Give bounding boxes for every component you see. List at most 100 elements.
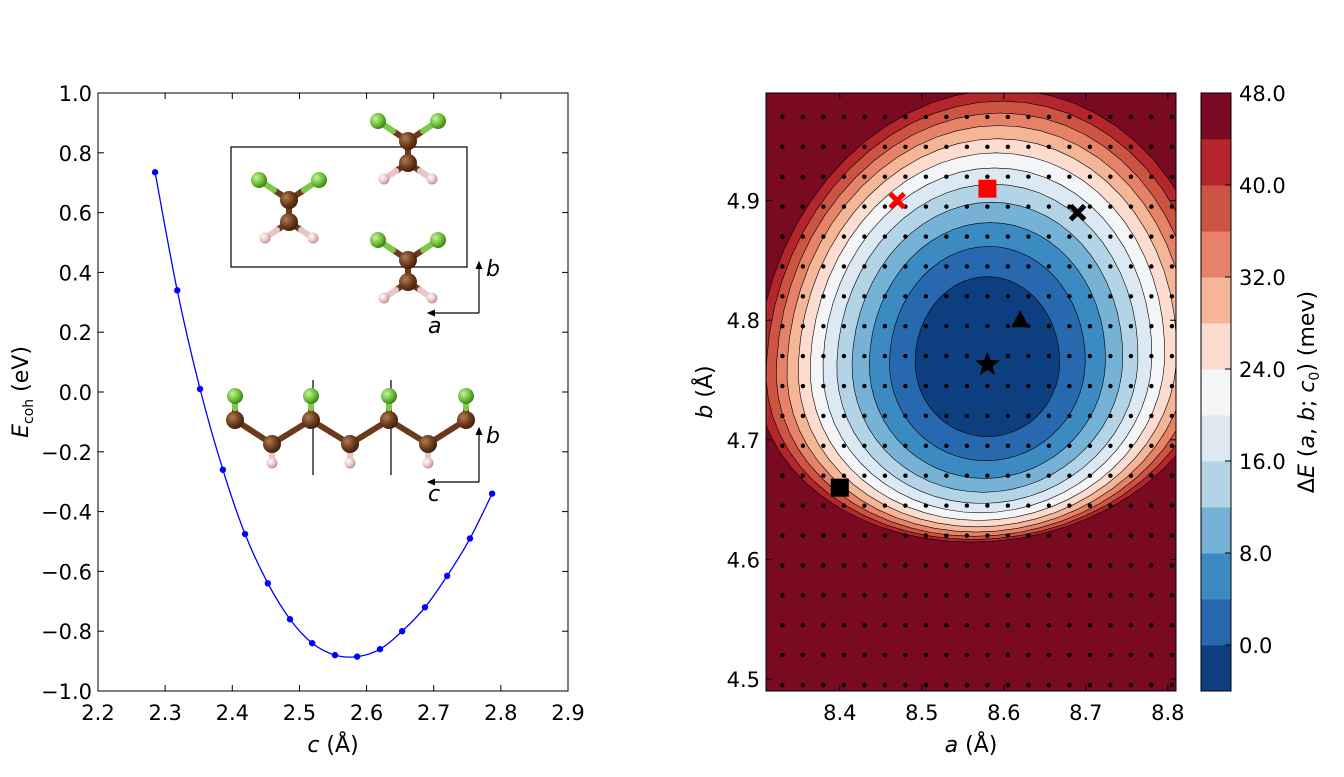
chlorine-atom (311, 172, 327, 188)
grid-point (964, 533, 970, 538)
grid-point (1128, 294, 1134, 299)
grid-point (1026, 174, 1031, 179)
grid-point (1046, 144, 1052, 150)
grid-point (1087, 294, 1093, 299)
grid-point (1046, 503, 1052, 508)
grid-point (821, 324, 826, 329)
grid-point (1169, 563, 1175, 568)
grid-point (1128, 174, 1134, 179)
grid-point (882, 174, 888, 179)
grid-point (882, 443, 888, 449)
grid-point (882, 264, 888, 269)
grid-point (800, 682, 806, 688)
grid-point (841, 503, 847, 508)
grid-point (985, 443, 990, 449)
grid-point (780, 652, 785, 658)
grid-point (1005, 114, 1011, 120)
data-point (264, 580, 272, 587)
grid-point (862, 473, 867, 478)
hydrogen-atom (426, 173, 438, 185)
grid-point (1005, 473, 1011, 478)
grid-point (1108, 563, 1113, 568)
grid-point (1087, 383, 1093, 389)
right-y-axis-label: b (Å) (691, 365, 718, 418)
grid-point (882, 563, 888, 568)
grid-point (985, 294, 990, 299)
grid-point (1087, 443, 1093, 449)
grid-point (862, 533, 867, 538)
grid-point (800, 593, 806, 598)
grid-point (1169, 593, 1175, 598)
grid-point (1026, 294, 1031, 299)
grid-point (1005, 174, 1011, 179)
grid-point (1087, 324, 1093, 329)
grid-point (985, 652, 990, 658)
grid-point (1149, 294, 1154, 299)
grid-point (882, 324, 888, 329)
data-point (466, 535, 474, 542)
colorbar-segment (1201, 645, 1231, 692)
grid-point (1026, 413, 1031, 419)
grid-point (903, 144, 908, 150)
grid-point (1128, 623, 1134, 628)
grid-point (780, 204, 785, 209)
grid-point (1067, 234, 1072, 239)
grid-point (1046, 174, 1052, 179)
grid-point (1108, 353, 1113, 359)
grid-point (1005, 682, 1011, 688)
grid-point (923, 503, 929, 508)
grid-point (923, 473, 929, 478)
colorbar-tick-label: 8.0 (1239, 542, 1272, 566)
grid-point (800, 264, 806, 269)
grid-point (944, 682, 949, 688)
grid-point (1046, 353, 1052, 359)
grid-point (1128, 204, 1134, 209)
grid-point (1149, 563, 1154, 568)
grid-point (841, 234, 847, 239)
grid-point (944, 593, 949, 598)
grid-point (862, 294, 867, 299)
grid-point (821, 353, 826, 359)
grid-point (1128, 324, 1134, 329)
grid-point (800, 174, 806, 179)
grid-point (862, 652, 867, 658)
grid-point (903, 533, 908, 538)
grid-point (1067, 413, 1072, 419)
grid-point (1046, 204, 1052, 209)
grid-point (903, 234, 908, 239)
grid-point (1046, 682, 1052, 688)
grid-point (923, 443, 929, 449)
data-point (488, 490, 496, 497)
grid-point (862, 682, 867, 688)
grid-point (1087, 563, 1093, 568)
carbon-atom (457, 411, 475, 429)
grid-point (1046, 264, 1052, 269)
grid-point (780, 264, 785, 269)
grid-point (1046, 413, 1052, 419)
grid-point (1067, 652, 1072, 658)
grid-point (821, 204, 826, 209)
grid-point (882, 353, 888, 359)
grid-point (882, 593, 888, 598)
grid-point (944, 533, 949, 538)
grid-point (1128, 652, 1134, 658)
grid-point (923, 682, 929, 688)
grid-point (1005, 383, 1011, 389)
right-x-axis-label: a (Å) (945, 731, 998, 758)
grid-point (1169, 413, 1175, 419)
chlorine-atom (370, 232, 386, 248)
square-marker (978, 179, 997, 198)
grid-point (1128, 144, 1134, 150)
grid-point (1128, 503, 1134, 508)
grid-point (964, 682, 970, 688)
colorbar-segment (1201, 93, 1231, 140)
grid-point (903, 443, 908, 449)
grid-point (923, 563, 929, 568)
grid-point (800, 623, 806, 628)
grid-point (862, 503, 867, 508)
grid-point (1169, 652, 1175, 658)
grid-point (923, 324, 929, 329)
carbon-atom (380, 411, 398, 429)
grid-point (1149, 652, 1154, 658)
grid-point (1026, 443, 1031, 449)
